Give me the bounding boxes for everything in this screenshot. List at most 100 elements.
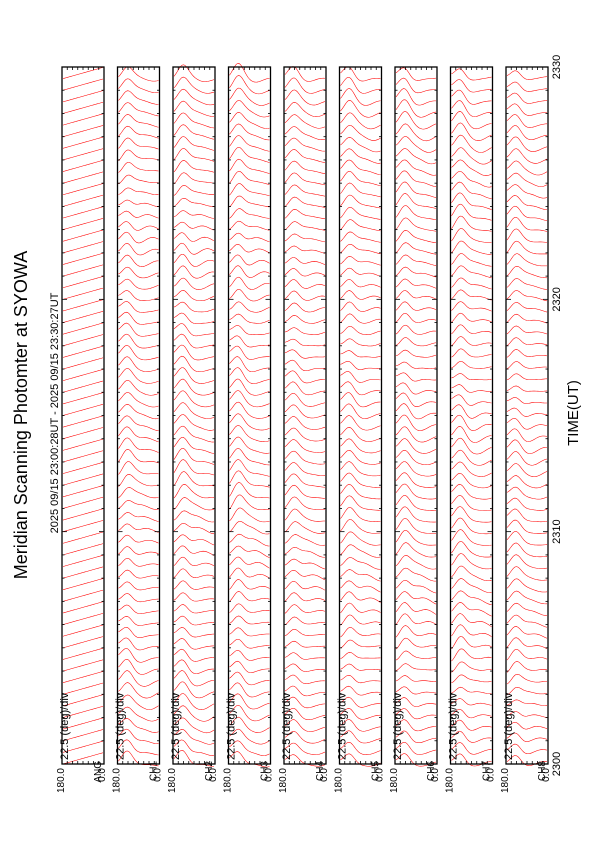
series-line — [118, 243, 159, 256]
series-line — [118, 66, 159, 82]
panel-channel-label: CH5 — [371, 761, 382, 781]
series-line — [506, 92, 548, 104]
series-line — [229, 390, 270, 408]
series-line — [229, 638, 270, 649]
series-line — [451, 122, 492, 141]
series-line — [506, 205, 548, 221]
series-line — [118, 523, 159, 533]
series-line — [395, 414, 437, 431]
panel-ch1: 22.5 (deg)/div CH1 180.0 0.0 — [112, 66, 164, 793]
series-line — [395, 159, 437, 176]
series-line — [229, 650, 270, 661]
series-line — [395, 77, 436, 94]
series-line — [118, 333, 159, 349]
series-line — [229, 401, 270, 419]
series-line — [229, 603, 270, 613]
series-line — [118, 534, 159, 544]
series-line — [118, 739, 159, 756]
series-line — [118, 706, 159, 722]
panel-scale-label: 22.5 (deg)/div — [59, 692, 71, 760]
series-line — [229, 378, 270, 396]
panel-scale-label: 22.5 (deg)/div — [337, 692, 349, 760]
series-line — [340, 427, 381, 442]
panel-frame — [449, 66, 494, 765]
series-line — [284, 126, 326, 140]
panel-scale-label: 22.5 (deg)/div — [170, 692, 182, 760]
series-line — [229, 335, 270, 348]
series-line — [62, 252, 104, 265]
series-line — [506, 195, 547, 210]
series-line — [340, 461, 381, 477]
series-line — [229, 183, 270, 196]
series-line — [284, 731, 326, 744]
series-line — [340, 569, 381, 582]
series-line — [173, 88, 215, 106]
series-line — [229, 682, 270, 698]
series-line — [506, 172, 548, 187]
panel-channel-label: CH1 — [149, 761, 160, 781]
series-line — [62, 601, 104, 614]
series-line — [173, 510, 215, 523]
series-line — [118, 461, 159, 475]
series-line — [118, 125, 159, 139]
series-line — [118, 102, 159, 117]
series-line — [506, 475, 548, 489]
series-line — [284, 508, 326, 522]
series-line — [118, 449, 159, 464]
series-line — [451, 181, 492, 199]
series-line — [62, 671, 104, 683]
series-line — [118, 546, 159, 555]
y-bottom-label: 0.0 — [486, 768, 497, 782]
series-line — [340, 495, 381, 511]
series-line — [506, 602, 548, 616]
series-line — [229, 63, 270, 83]
series-line — [506, 349, 548, 358]
series-line — [118, 221, 159, 231]
x-tick-label: 2330 — [551, 55, 563, 79]
series-line — [340, 76, 381, 94]
series-line — [173, 497, 215, 511]
series-line — [395, 193, 437, 209]
series-line — [229, 556, 270, 569]
series-line — [340, 182, 381, 198]
series-line — [395, 266, 437, 278]
series-line — [340, 674, 381, 684]
series-line — [62, 682, 104, 695]
series-line — [451, 484, 492, 500]
series-line — [118, 500, 159, 511]
series-line — [506, 732, 548, 742]
series-line — [118, 78, 159, 94]
panel-frame — [505, 66, 549, 765]
series-line — [284, 484, 326, 499]
trace-group — [173, 64, 215, 768]
series-line — [173, 210, 215, 219]
series-line — [173, 344, 215, 361]
series-line — [284, 719, 326, 732]
series-line — [506, 160, 548, 176]
panel-channel-label: CH8 — [537, 761, 548, 781]
series-line — [451, 348, 492, 358]
series-line — [340, 290, 381, 300]
series-line — [118, 137, 159, 150]
series-line — [451, 674, 492, 684]
series-line — [173, 717, 215, 734]
panel-ch5: 22.5 (deg)/div CH5 180.0 0.0 — [334, 66, 386, 793]
y-bottom-label: 0.0 — [97, 768, 108, 782]
series-line — [506, 531, 548, 546]
series-line — [229, 135, 270, 152]
series-line — [229, 716, 270, 733]
series-line — [62, 264, 104, 277]
series-line — [173, 681, 215, 699]
series-line — [451, 111, 492, 130]
series-line — [506, 614, 548, 628]
panel-channel-label: CH7 — [482, 761, 493, 781]
y-bottom-label: 0.0 — [541, 768, 552, 782]
series-line — [173, 615, 215, 626]
y-top-label: 180.0 — [112, 768, 123, 793]
series-line — [451, 324, 492, 335]
series-line — [284, 349, 326, 359]
series-line — [173, 355, 215, 372]
series-line — [395, 663, 437, 671]
series-line — [62, 659, 104, 672]
